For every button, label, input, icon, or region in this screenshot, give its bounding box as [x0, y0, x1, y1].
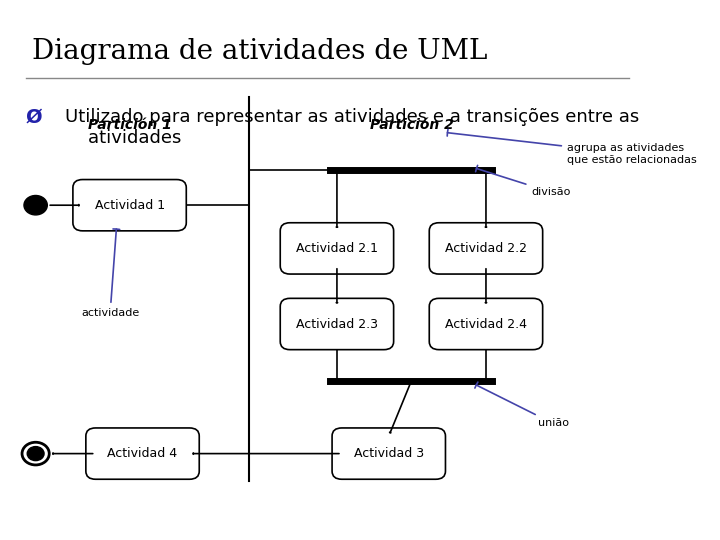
FancyBboxPatch shape: [429, 298, 543, 350]
Text: Partición 2: Partición 2: [369, 118, 454, 132]
Text: Utilizado para representar as atividades e a transições entre as
    atividades: Utilizado para representar as atividades…: [65, 108, 639, 147]
Text: Actividad 4: Actividad 4: [107, 447, 178, 460]
FancyBboxPatch shape: [429, 222, 543, 274]
Text: Actividad 2.2: Actividad 2.2: [445, 242, 527, 255]
Text: actividade: actividade: [81, 229, 139, 318]
Circle shape: [27, 447, 44, 461]
Text: Diagrama de atividades de UML: Diagrama de atividades de UML: [32, 38, 487, 65]
FancyBboxPatch shape: [280, 222, 394, 274]
Text: agrupa as atividades
que estão relacionadas: agrupa as atividades que estão relaciona…: [447, 130, 697, 165]
FancyBboxPatch shape: [86, 428, 199, 480]
Text: Actividad 2.4: Actividad 2.4: [445, 318, 527, 330]
Text: união: união: [475, 382, 569, 429]
FancyBboxPatch shape: [280, 298, 394, 350]
FancyBboxPatch shape: [332, 428, 446, 480]
Text: Partición 1: Partición 1: [88, 118, 171, 132]
Text: Actividad 1: Actividad 1: [94, 199, 165, 212]
Circle shape: [24, 195, 48, 215]
Text: Actividad 2.3: Actividad 2.3: [296, 318, 378, 330]
Text: Actividad 2.1: Actividad 2.1: [296, 242, 378, 255]
Text: divisão: divisão: [476, 165, 571, 197]
FancyBboxPatch shape: [73, 179, 186, 231]
Text: Ø: Ø: [26, 108, 42, 127]
Text: Actividad 3: Actividad 3: [354, 447, 424, 460]
